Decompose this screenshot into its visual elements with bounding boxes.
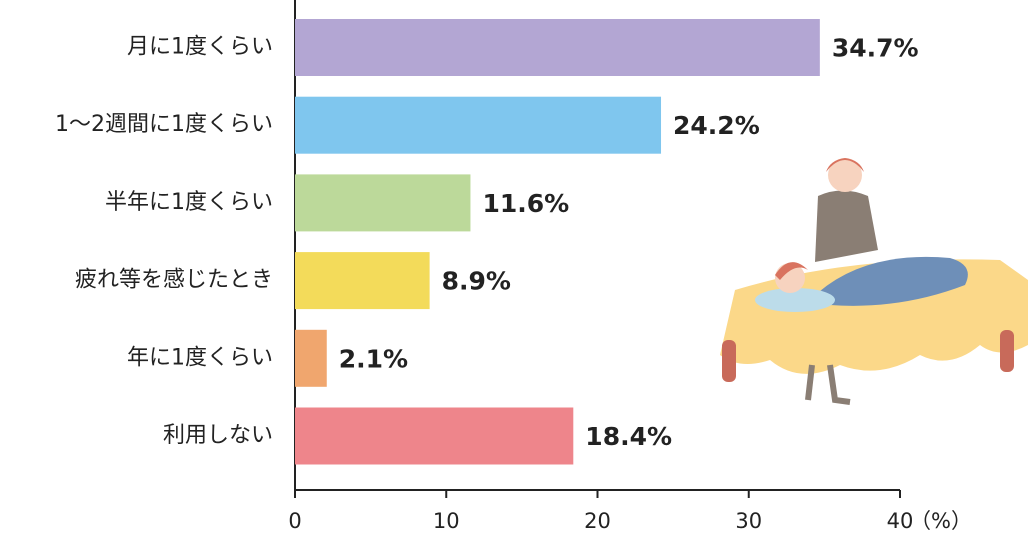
bar bbox=[295, 252, 430, 310]
bar bbox=[295, 96, 662, 154]
therapist-hair bbox=[826, 158, 864, 172]
pillow bbox=[755, 288, 835, 312]
x-tick-label: 40 bbox=[887, 509, 914, 533]
category-label: 月に1度くらい bbox=[127, 35, 273, 60]
bar bbox=[295, 174, 471, 232]
x-tick-label: 0 bbox=[288, 509, 301, 533]
bar bbox=[295, 329, 327, 387]
x-tick-label: 20 bbox=[584, 509, 611, 533]
value-label: 24.2% bbox=[673, 111, 760, 140]
x-tick-label: 10 bbox=[433, 509, 460, 533]
illustration bbox=[720, 158, 1028, 405]
therapist-leg bbox=[827, 364, 851, 405]
bar bbox=[295, 407, 574, 465]
value-label: 8.9% bbox=[442, 267, 511, 296]
x-axis-label: （%） bbox=[910, 509, 972, 533]
category-label: 半年に1度くらい bbox=[105, 190, 273, 215]
blanket bbox=[810, 256, 968, 306]
client-hair bbox=[775, 262, 808, 280]
table-leg bbox=[722, 340, 736, 382]
value-label: 2.1% bbox=[339, 344, 408, 373]
therapist-head bbox=[828, 158, 862, 192]
x-tick-label: 30 bbox=[735, 509, 762, 533]
therapist-leg bbox=[805, 364, 815, 401]
value-label: 11.6% bbox=[482, 189, 569, 218]
value-label: 18.4% bbox=[585, 422, 672, 451]
value-label: 34.7% bbox=[832, 34, 919, 63]
category-label: 利用しない bbox=[163, 423, 273, 448]
bar bbox=[295, 19, 820, 76]
therapist-body bbox=[815, 190, 878, 262]
table-leg bbox=[1000, 330, 1014, 372]
category-label: 1～2週間に1度くらい bbox=[55, 112, 273, 137]
category-label: 年に1度くらい bbox=[127, 345, 273, 370]
category-label: 疲れ等を感じたとき bbox=[75, 268, 273, 293]
